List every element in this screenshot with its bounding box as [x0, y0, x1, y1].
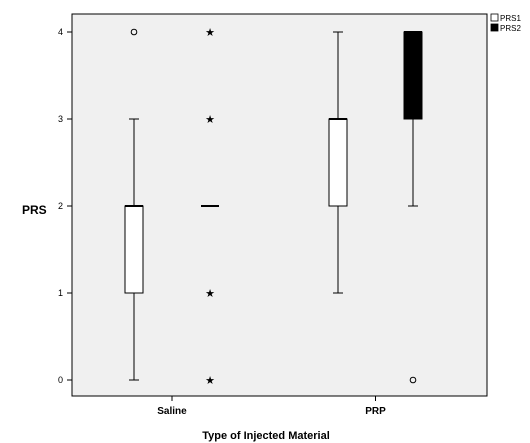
extreme-point: ★: [205, 287, 215, 300]
y-axis-ticks: 0 1 2 3 4: [58, 27, 72, 385]
outlier-point: [130, 28, 138, 36]
y-tick-label: 0: [58, 375, 63, 385]
legend-swatch-prs2: [490, 23, 499, 32]
extreme-point: ★: [205, 26, 215, 39]
chart-marks: ★ ★ ★ ★: [124, 26, 423, 387]
outlier-point: [409, 376, 417, 384]
y-tick-label: 1: [58, 288, 63, 298]
box-iqr: [124, 205, 144, 294]
x-axis-categories: Saline PRP: [157, 396, 386, 417]
y-tick-label: 2: [58, 201, 63, 211]
y-tick-label: 3: [58, 114, 63, 124]
box-iqr: [328, 118, 348, 207]
y-tick-label: 4: [58, 27, 63, 37]
extreme-point: ★: [205, 113, 215, 126]
x-axis-title: Type of Injected Material: [202, 430, 330, 442]
x-tick-label: PRP: [365, 406, 386, 417]
legend-swatch-prs1: [490, 13, 499, 22]
box-iqr: [403, 31, 423, 120]
legend-label-prs2: PRS2: [500, 24, 521, 33]
extreme-point: ★: [205, 374, 215, 387]
y-axis-label: PRS: [22, 203, 47, 217]
x-tick-label: Saline: [157, 406, 187, 417]
legend-label-prs1: PRS1: [500, 14, 521, 23]
legend: PRS1 PRS2: [490, 13, 521, 33]
